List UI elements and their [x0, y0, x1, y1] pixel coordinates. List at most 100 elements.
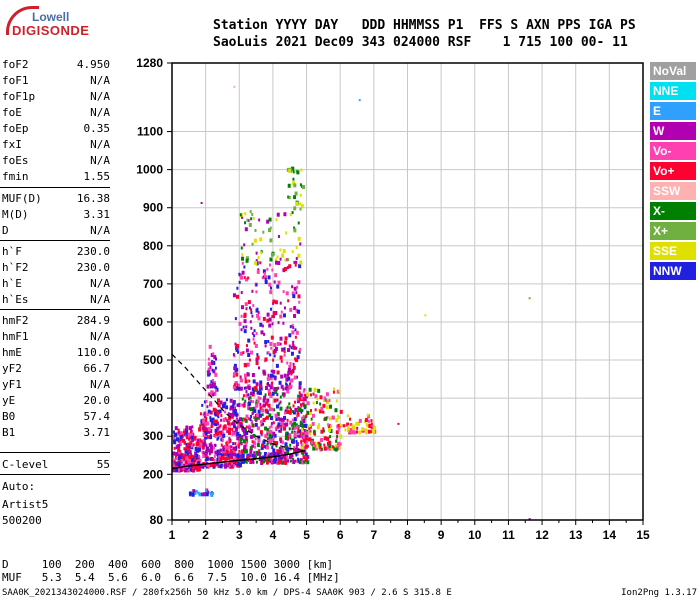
echo-point: [202, 418, 206, 423]
y-tick-label: 800: [143, 239, 163, 253]
param-value: 55: [96, 458, 110, 471]
echo-point: [194, 491, 197, 495]
echo-point: [262, 403, 266, 408]
echo-point: [305, 434, 308, 438]
echo-point: [277, 234, 280, 238]
echo-point: [292, 166, 295, 170]
echo-point: [272, 374, 275, 378]
echo-point: [256, 307, 259, 311]
echo-point: [256, 353, 259, 357]
echo-point: [209, 463, 213, 468]
echo-point: [263, 332, 266, 336]
echo-point: [252, 453, 255, 457]
echo-point: [245, 348, 249, 353]
echo-point: [219, 457, 223, 462]
echo-point: [312, 392, 315, 396]
legend-item: W: [650, 122, 696, 140]
echo-point: [295, 449, 298, 453]
echo-point: [254, 422, 258, 427]
echo-point: [251, 242, 254, 246]
echo-point: [293, 375, 297, 380]
echo-point: [203, 433, 206, 437]
echo-point: [302, 452, 305, 456]
echo-point: [207, 490, 210, 494]
echo-point: [239, 275, 243, 280]
echo-point: [250, 428, 254, 433]
echo-point: [365, 428, 368, 432]
echo-point: [289, 213, 292, 217]
echo-outlier: [397, 422, 400, 425]
echo-point: [274, 460, 277, 464]
echo-point: [218, 462, 221, 466]
echo-point: [243, 386, 246, 390]
echo-point: [290, 422, 294, 427]
echo-point: [239, 273, 243, 278]
echo-point: [320, 406, 324, 411]
y-tick-label: 1280: [136, 56, 163, 70]
echo-point: [279, 248, 282, 252]
echo-point: [257, 255, 260, 259]
y-tick-label: 700: [143, 277, 163, 291]
echo-point: [268, 391, 272, 396]
echo-point: [254, 455, 257, 459]
echo-point: [274, 441, 278, 446]
echo-point: [334, 447, 338, 452]
chart-axes: 1 2 3 4 5 6 7 8 9 10 11 12 13 14 158020030040050060070…: [136, 56, 650, 542]
param-row: hmF1 N/A: [2, 330, 110, 345]
echo-point: [264, 401, 268, 406]
echo-point: [284, 436, 288, 441]
param-value: N/A: [90, 330, 110, 343]
echo-point: [257, 366, 260, 370]
echo-point: [302, 414, 305, 418]
echo-point: [255, 419, 258, 423]
echo-point: [285, 422, 289, 427]
echo-point: [209, 449, 213, 454]
echo-point: [269, 385, 273, 390]
echo-point: [335, 439, 338, 443]
echo-point: [245, 307, 248, 311]
echo-point: [228, 445, 232, 450]
echo-point: [251, 332, 254, 336]
echo-point: [295, 439, 298, 443]
echo-point: [278, 449, 282, 454]
echo-point: [183, 430, 186, 434]
echo-point: [206, 405, 209, 409]
echo-point: [286, 418, 289, 422]
echo-point: [267, 373, 270, 377]
echo-point: [323, 396, 326, 400]
echo-point: [256, 269, 260, 274]
echo-point: [263, 451, 267, 456]
echo-point: [187, 459, 191, 464]
echo-point: [216, 450, 219, 454]
echo-point: [213, 458, 216, 462]
echo-point: [346, 414, 349, 418]
param-row: D N/A: [2, 224, 110, 239]
echo-point: [339, 442, 342, 446]
echo-point: [185, 456, 189, 461]
echo-point: [252, 216, 255, 220]
echo-point: [172, 435, 176, 440]
echo-point: [302, 416, 306, 421]
echo-point: [287, 367, 291, 372]
echo-point: [204, 451, 208, 456]
echo-point: [364, 430, 368, 435]
echo-point: [172, 459, 175, 463]
echo-point: [289, 382, 292, 386]
echo-point: [253, 416, 256, 420]
echo-point: [316, 425, 320, 430]
echo-point: [272, 315, 275, 319]
echo-point: [234, 456, 237, 460]
legend-item: E: [650, 102, 696, 120]
param-value: N/A: [90, 293, 110, 306]
echo-point: [248, 306, 251, 310]
echo-point: [289, 408, 292, 412]
echo-point: [296, 355, 300, 360]
echo-point: [297, 428, 300, 432]
echo-point: [266, 445, 270, 450]
echo-point: [270, 421, 273, 425]
echo-point: [298, 407, 302, 412]
echo-point: [272, 358, 275, 362]
param-value: 1.55: [83, 170, 111, 183]
echo-point: [222, 433, 226, 438]
param-name: hmF1: [2, 330, 29, 343]
